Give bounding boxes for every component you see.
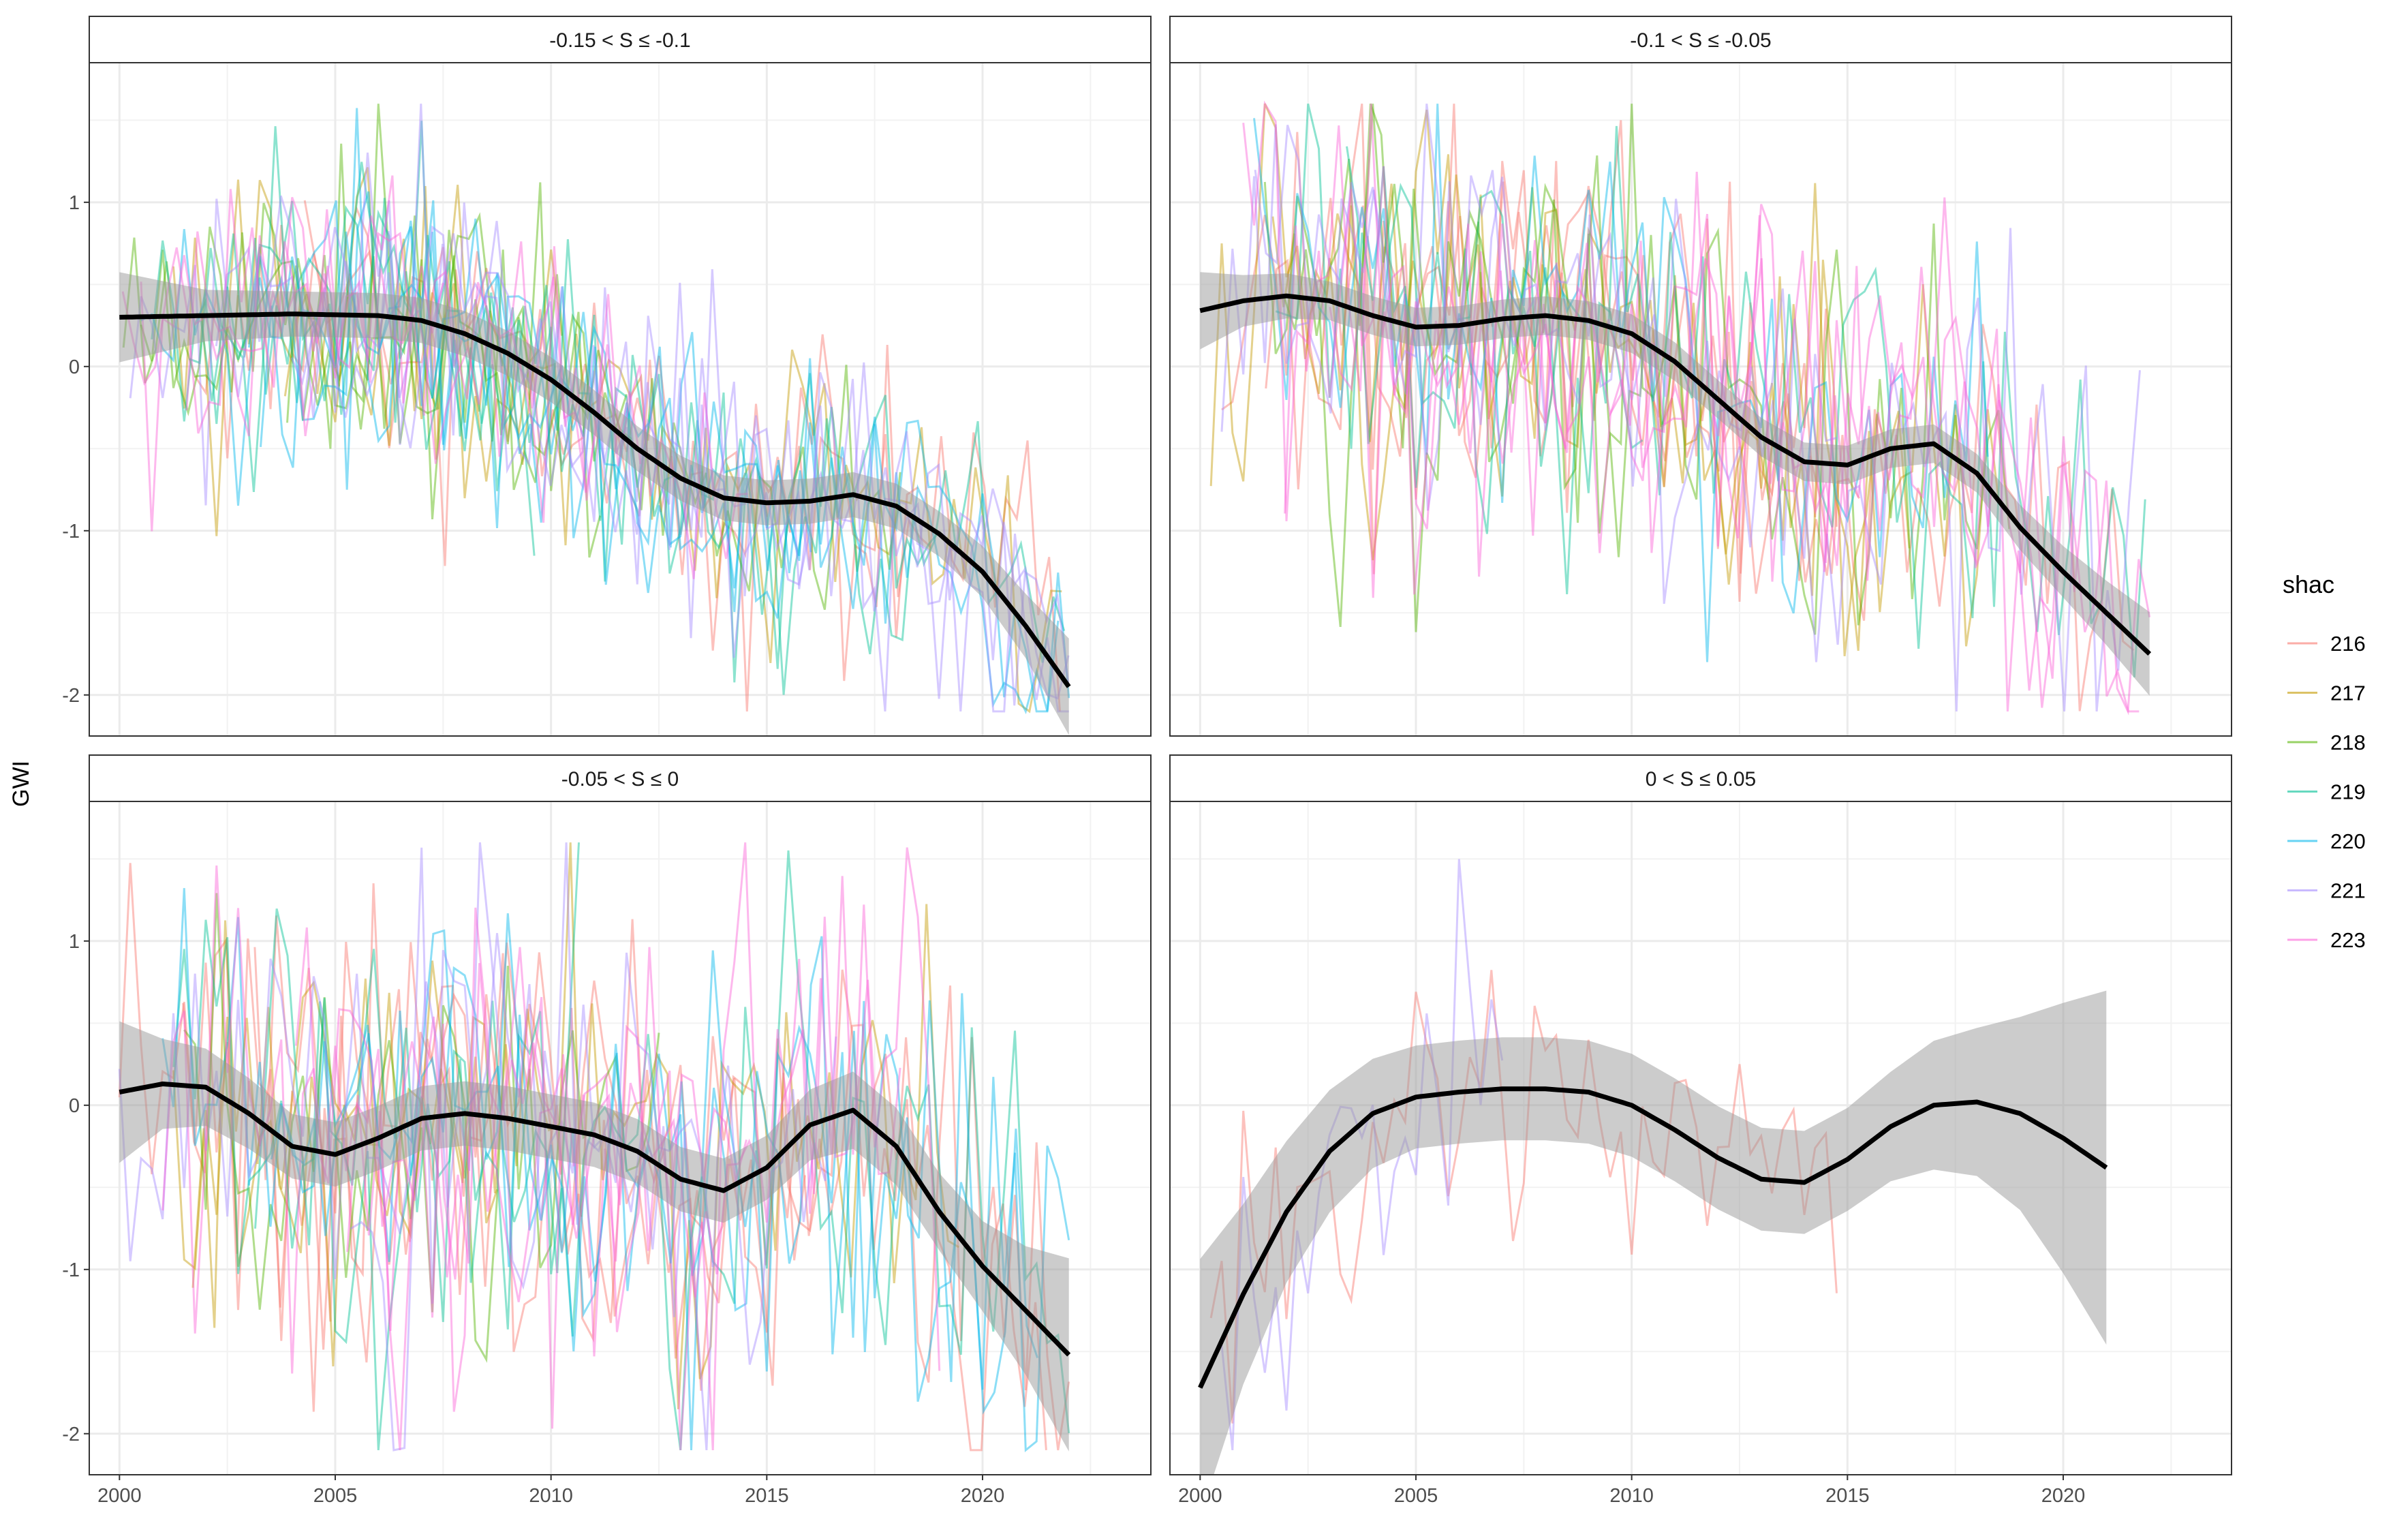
panel-background: [89, 63, 1151, 736]
y-tick-label: -2: [62, 1424, 80, 1445]
plot-area: [1199, 100, 2152, 716]
series-line-221: [290, 104, 1070, 706]
smooth-line: [119, 311, 1071, 688]
legend-label-216: 216: [2330, 632, 2366, 656]
y-axis-label: GWI: [8, 761, 34, 807]
series-line-223: [346, 947, 747, 1429]
legend-label-220: 220: [2330, 829, 2366, 853]
series-line-220: [260, 191, 812, 585]
series-line-219: [254, 842, 580, 1283]
series-line-216: [1221, 103, 1838, 602]
x-tick-label: 2005: [313, 1485, 358, 1507]
facet-strip-label: -0.05 < S ≤ 0: [561, 768, 679, 791]
facet-strip-label: -0.1 < S ≤ -0.05: [1630, 29, 1771, 52]
series-line-217: [172, 960, 498, 1271]
series-line-223: [1284, 104, 2052, 712]
series-line-218: [1283, 103, 1674, 557]
y-tick-label: 0: [69, 356, 80, 378]
legend-label-223: 223: [2330, 928, 2366, 952]
facet-strip-label: 0 < S ≤ 0.05: [1646, 768, 1756, 791]
y-tick-label: -2: [62, 685, 80, 707]
y-tick-label: 0: [69, 1095, 80, 1117]
series-line-216: [182, 936, 1047, 1452]
plot-area: [119, 104, 1071, 735]
plot-area: [1198, 859, 2108, 1475]
x-tick-label: 2020: [2041, 1485, 2086, 1507]
legend-label-221: 221: [2330, 879, 2366, 903]
series-line-218: [140, 104, 628, 520]
facet-strip: [1169, 754, 2232, 802]
legend-label-218: 218: [2330, 731, 2366, 754]
y-tick-label: 1: [69, 192, 80, 214]
series-line-220: [161, 888, 1070, 1452]
x-tick-label: 2005: [1394, 1485, 1438, 1507]
series-line-221: [1254, 125, 2141, 712]
legend-title: shac: [2283, 570, 2334, 598]
x-tick-label: 2015: [745, 1485, 789, 1507]
legend-label-217: 217: [2330, 681, 2366, 705]
series-line-221: [215, 195, 1070, 712]
confidence-band: [1200, 272, 2150, 696]
series-line-223: [121, 175, 642, 523]
y-tick-label: 1: [69, 931, 80, 953]
series-line-223: [1242, 100, 2151, 716]
x-tick-label: 2010: [529, 1485, 573, 1507]
x-tick-label: 2020: [961, 1485, 1005, 1507]
facet-panels: -0.15 < S ≤ -0.1 -2 -1 0 1 -0.1 < S ≤ -0.05 -0…: [62, 16, 2232, 1507]
series-line-219: [188, 126, 536, 556]
series-line-223: [1329, 172, 2140, 713]
y-tick-label: -1: [62, 1259, 80, 1281]
smooth-line: [119, 1082, 1071, 1357]
series-line-220: [140, 218, 1070, 715]
series-line-216: [1265, 181, 1861, 583]
facet-panel: -0.15 < S ≤ -0.1 -2 -1 0 1: [62, 16, 1152, 737]
confidence-band: [1200, 990, 2107, 1475]
smooth-line: [1198, 1086, 2108, 1389]
series-line-217: [172, 167, 563, 536]
x-tick-label: 2000: [1178, 1485, 1222, 1507]
series-line-220: [247, 108, 1060, 713]
x-tick-label: 2010: [1609, 1485, 1654, 1507]
series-line-219: [200, 198, 1066, 695]
series-line-217: [283, 185, 1062, 714]
facet-strip: [89, 754, 1152, 802]
facet-strip-label: -0.15 < S ≤ -0.1: [549, 29, 690, 52]
facet-panel: 0 < S ≤ 0.05 2000 2005 2010 2015 2020: [1169, 754, 2232, 1507]
x-tick-label: 2000: [97, 1485, 142, 1507]
facet-panel: -0.05 < S ≤ 0 -2 -1 0 1 2000 2005 2010 2015 2020: [62, 754, 1152, 1507]
series-line-219: [1346, 125, 2146, 677]
series-line-216: [194, 206, 919, 651]
legend-label-219: 219: [2330, 780, 2366, 804]
facet-panel: -0.1 < S ≤ -0.05: [1169, 16, 2232, 737]
facet-strip: [1169, 16, 2232, 63]
smooth-line: [1199, 293, 2152, 656]
legend: shac 216 217 218 219 220 221 223: [2283, 570, 2366, 952]
x-tick-label: 2015: [1825, 1485, 1870, 1507]
facet-strip: [89, 16, 1152, 63]
series-line-216: [1366, 104, 2135, 711]
confidence-band: [119, 1021, 1069, 1452]
y-tick-label: -1: [62, 521, 80, 542]
plot-area: [118, 842, 1071, 1452]
